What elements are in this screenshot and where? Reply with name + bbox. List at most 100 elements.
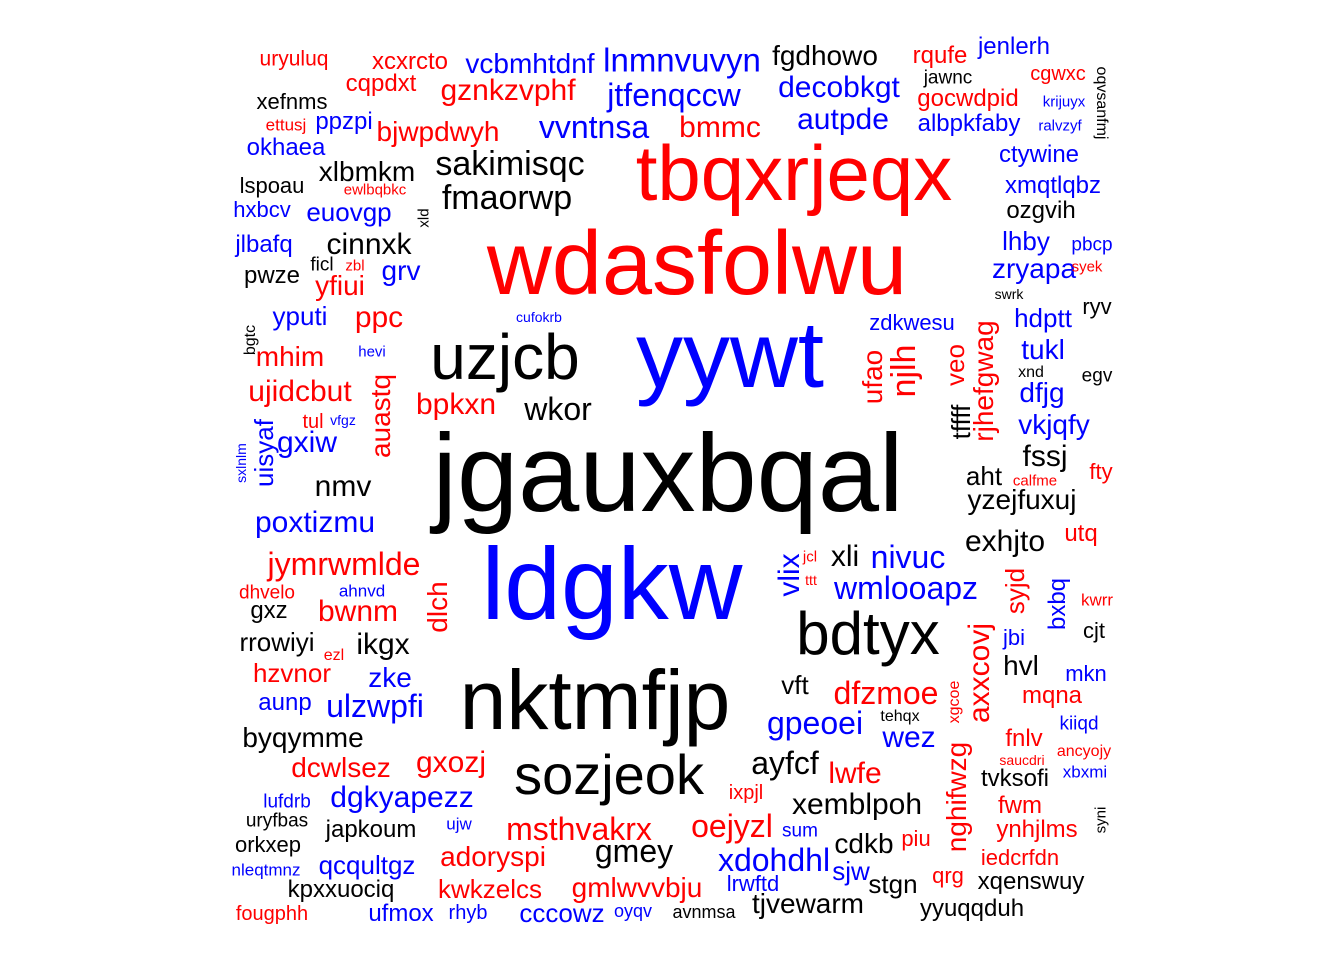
word-nghifwzg: nghifwzg	[941, 741, 972, 853]
word-gznkzvphf: gznkzvphf	[440, 74, 576, 107]
word-njlh: njlh	[885, 344, 923, 398]
word-decobkgt: decobkgt	[778, 71, 900, 104]
word-hvl: hvl	[1003, 650, 1039, 681]
word-nmv: nmv	[314, 470, 372, 503]
word-tukl: tukl	[1021, 334, 1065, 365]
word-jlbafq: jlbafq	[235, 231, 293, 258]
word-vfgz: vfgz	[330, 412, 356, 428]
word-ozgvih: ozgvih	[1006, 197, 1076, 224]
word-syjd: syjd	[1000, 567, 1030, 615]
word-ficl: ficl	[310, 254, 334, 276]
word-axxcovj: axxcovj	[963, 622, 996, 724]
word-dfzmoe: dfzmoe	[833, 675, 939, 711]
word-bxbq: bxbq	[1044, 577, 1071, 631]
word-adoryspi: adoryspi	[440, 841, 546, 872]
word-ldgkw: ldgkw	[481, 527, 743, 641]
word-zbl: zbl	[345, 257, 365, 275]
word-xqenswuy: xqenswuy	[977, 868, 1085, 895]
word-ralvzyf: ralvzyf	[1038, 117, 1082, 135]
word-gmey: gmey	[594, 833, 674, 869]
word-nktmfjp: nktmfjp	[459, 653, 731, 747]
word-xli: xli	[830, 540, 860, 573]
word-bpkxn: bpkxn	[415, 388, 497, 421]
word-iedcrfdn: iedcrfdn	[980, 845, 1060, 870]
word-ryv: ryv	[1082, 294, 1112, 319]
word-vft: vft	[781, 670, 809, 700]
word-oqvsanfmj: oqvsanfmj	[1093, 66, 1110, 140]
word-cinnxk: cinnxk	[326, 228, 412, 261]
word-qcqultgz: qcqultgz	[318, 850, 416, 880]
word-oejyzl: oejyzl	[691, 808, 773, 844]
word-auastq: auastq	[365, 373, 396, 459]
word-xdohdhl: xdohdhl	[717, 842, 831, 878]
word-orkxep: orkxep	[234, 832, 302, 857]
word-veo: veo	[940, 344, 970, 386]
word-xemblpoh: xemblpoh	[791, 788, 923, 821]
word-ttt: ttt	[805, 572, 817, 588]
word-jenlerh: jenlerh	[977, 33, 1051, 60]
word-euovgp: euovgp	[306, 197, 392, 227]
word-lufdrb: lufdrb	[263, 791, 311, 813]
word-mhim: mhim	[255, 341, 325, 372]
word-yfiui: yfiui	[315, 270, 365, 301]
word-yyuqqduh: yyuqqduh	[919, 895, 1025, 922]
word-jgauxbqal: jgauxbqal	[432, 412, 904, 535]
word-nleqtmnz: nleqtmnz	[231, 860, 301, 880]
word-ewlbqbkc: ewlbqbkc	[343, 181, 407, 199]
word-saucdri: saucdri	[999, 752, 1045, 768]
word-lspoau: lspoau	[239, 173, 305, 198]
word-ynhjlms: ynhjlms	[996, 816, 1078, 843]
word-ppc: ppc	[354, 301, 404, 334]
word-bdtyx: bdtyx	[796, 600, 940, 667]
word-fssj: fssj	[1022, 440, 1068, 473]
word-japkoum: japkoum	[325, 816, 417, 843]
word-xnd: xnd	[1018, 364, 1044, 381]
word-kwkzelcs: kwkzelcs	[437, 874, 543, 904]
word-aunp: aunp	[258, 689, 312, 716]
word-ixpjl: ixpjl	[728, 782, 764, 804]
word-ulzwpfi: ulzwpfi	[326, 688, 424, 724]
word-jtfenqccw: jtfenqccw	[607, 77, 741, 113]
word-ufao: ufao	[857, 349, 888, 405]
word-kiiqd: kiiqd	[1059, 713, 1099, 735]
word-jbi: jbi	[1002, 625, 1026, 650]
word-sozjeok: sozjeok	[514, 743, 704, 806]
word-uryfbas: uryfbas	[245, 810, 309, 832]
word-byqymme: byqymme	[242, 722, 364, 753]
word-cgwxc: cgwxc	[1030, 63, 1086, 85]
word-tehqx: tehqx	[880, 708, 920, 725]
word-fmaorwp: fmaorwp	[441, 179, 573, 217]
word-yzejfuxuj: yzejfuxuj	[967, 484, 1077, 515]
word-lnmnvuvyn: lnmnvuvyn	[603, 41, 761, 79]
word-kpxxuociq: kpxxuociq	[287, 876, 395, 903]
word-ikgx: ikgx	[356, 628, 410, 661]
word-okhaea: okhaea	[246, 134, 326, 161]
word-mkn: mkn	[1065, 661, 1107, 686]
word-avnmsa: avnmsa	[672, 902, 736, 922]
word-xlbmkm: xlbmkm	[318, 156, 416, 187]
word-rqufe: rqufe	[912, 42, 968, 69]
word-cdkb: cdkb	[834, 828, 894, 859]
word-fnlv: fnlv	[1005, 725, 1043, 752]
word-xld: xld	[415, 208, 433, 228]
word-yywt: yywt	[636, 302, 824, 407]
word-cjt: cjt	[1083, 618, 1105, 643]
word-qrg: qrg	[932, 863, 964, 888]
word-ahnvd: ahnvd	[338, 581, 386, 601]
word-uryuluq: uryuluq	[259, 47, 329, 71]
word-tjvewarm: tjvewarm	[751, 888, 865, 919]
word-gxozj: gxozj	[415, 746, 487, 779]
word-pbcp: pbcp	[1071, 234, 1113, 256]
word-ujw: ujw	[446, 814, 472, 834]
word-bjwpdwyh: bjwpdwyh	[376, 116, 500, 147]
word-ujidcbut: ujidcbut	[248, 375, 352, 408]
word-nivuc: nivuc	[870, 539, 946, 575]
word-utq: utq	[1064, 520, 1098, 547]
word-cufokrb: cufokrb	[516, 309, 562, 325]
word-bmmc: bmmc	[679, 111, 761, 144]
word-gxz: gxz	[250, 597, 288, 624]
word-gocwdpid: gocwdpid	[917, 85, 1019, 112]
word-yputi: yputi	[272, 301, 328, 331]
word-sum: sum	[782, 820, 818, 842]
word-poxtizmu: poxtizmu	[254, 506, 376, 539]
